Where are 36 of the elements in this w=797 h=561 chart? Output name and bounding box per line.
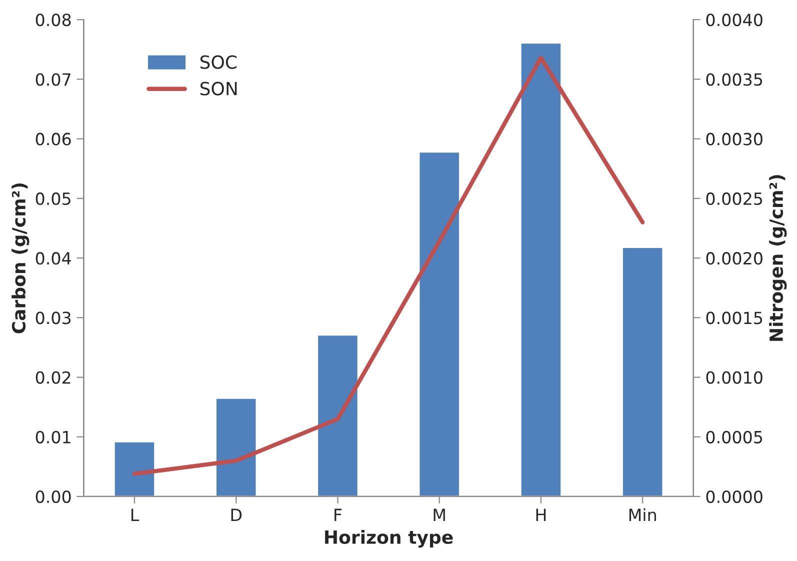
y2-tick-label: 0.0020 — [706, 252, 762, 265]
x-axis-title: Horizon type — [325, 530, 453, 548]
bar — [520, 42, 562, 496]
y-axis-title: Carbon (g/cm²) — [12, 183, 30, 334]
bar — [215, 397, 258, 496]
y2-tick-label: 0.0030 — [706, 132, 762, 146]
bar — [418, 151, 460, 496]
x-tick-label: M — [434, 508, 445, 521]
bar — [113, 440, 156, 496]
y-tick-label: 0.00 — [36, 490, 71, 504]
y-tick-label: 0.01 — [36, 430, 70, 444]
legend-label: SOC — [200, 55, 237, 69]
x-tick-label: L — [131, 508, 140, 521]
y-tick-label: 0.04 — [36, 252, 71, 265]
x-tick-label: H — [536, 508, 546, 521]
y-tick-label: 0.02 — [36, 371, 70, 384]
bar — [622, 246, 664, 496]
y-tick-label: 0.08 — [36, 14, 71, 26]
x-tick-label: F — [334, 508, 342, 521]
y-tick-label: 0.07 — [36, 73, 70, 86]
y2-tick-label: 0.0025 — [706, 192, 762, 206]
y2-tick-label: 0.0035 — [706, 73, 762, 86]
legend-label: SON — [200, 82, 237, 96]
y-tick-label: 0.05 — [36, 192, 70, 206]
y2-tick-label: 0.0000 — [706, 490, 762, 504]
y2-tick-label: 0.0015 — [706, 312, 762, 324]
y2-axis-title: Nitrogen (g/cm²) — [769, 175, 787, 341]
y2-tick-label: 0.0040 — [706, 14, 762, 26]
y-tick-label: 0.03 — [36, 312, 71, 324]
line-series — [132, 56, 645, 476]
y-tick-label: 0.06 — [36, 132, 71, 146]
y2-tick-label: 0.0005 — [706, 430, 762, 444]
x-tick-label: D — [231, 508, 242, 521]
bar — [316, 334, 359, 496]
y2-tick-label: 0.0010 — [706, 371, 762, 384]
x-tick-label: Min — [629, 508, 656, 521]
